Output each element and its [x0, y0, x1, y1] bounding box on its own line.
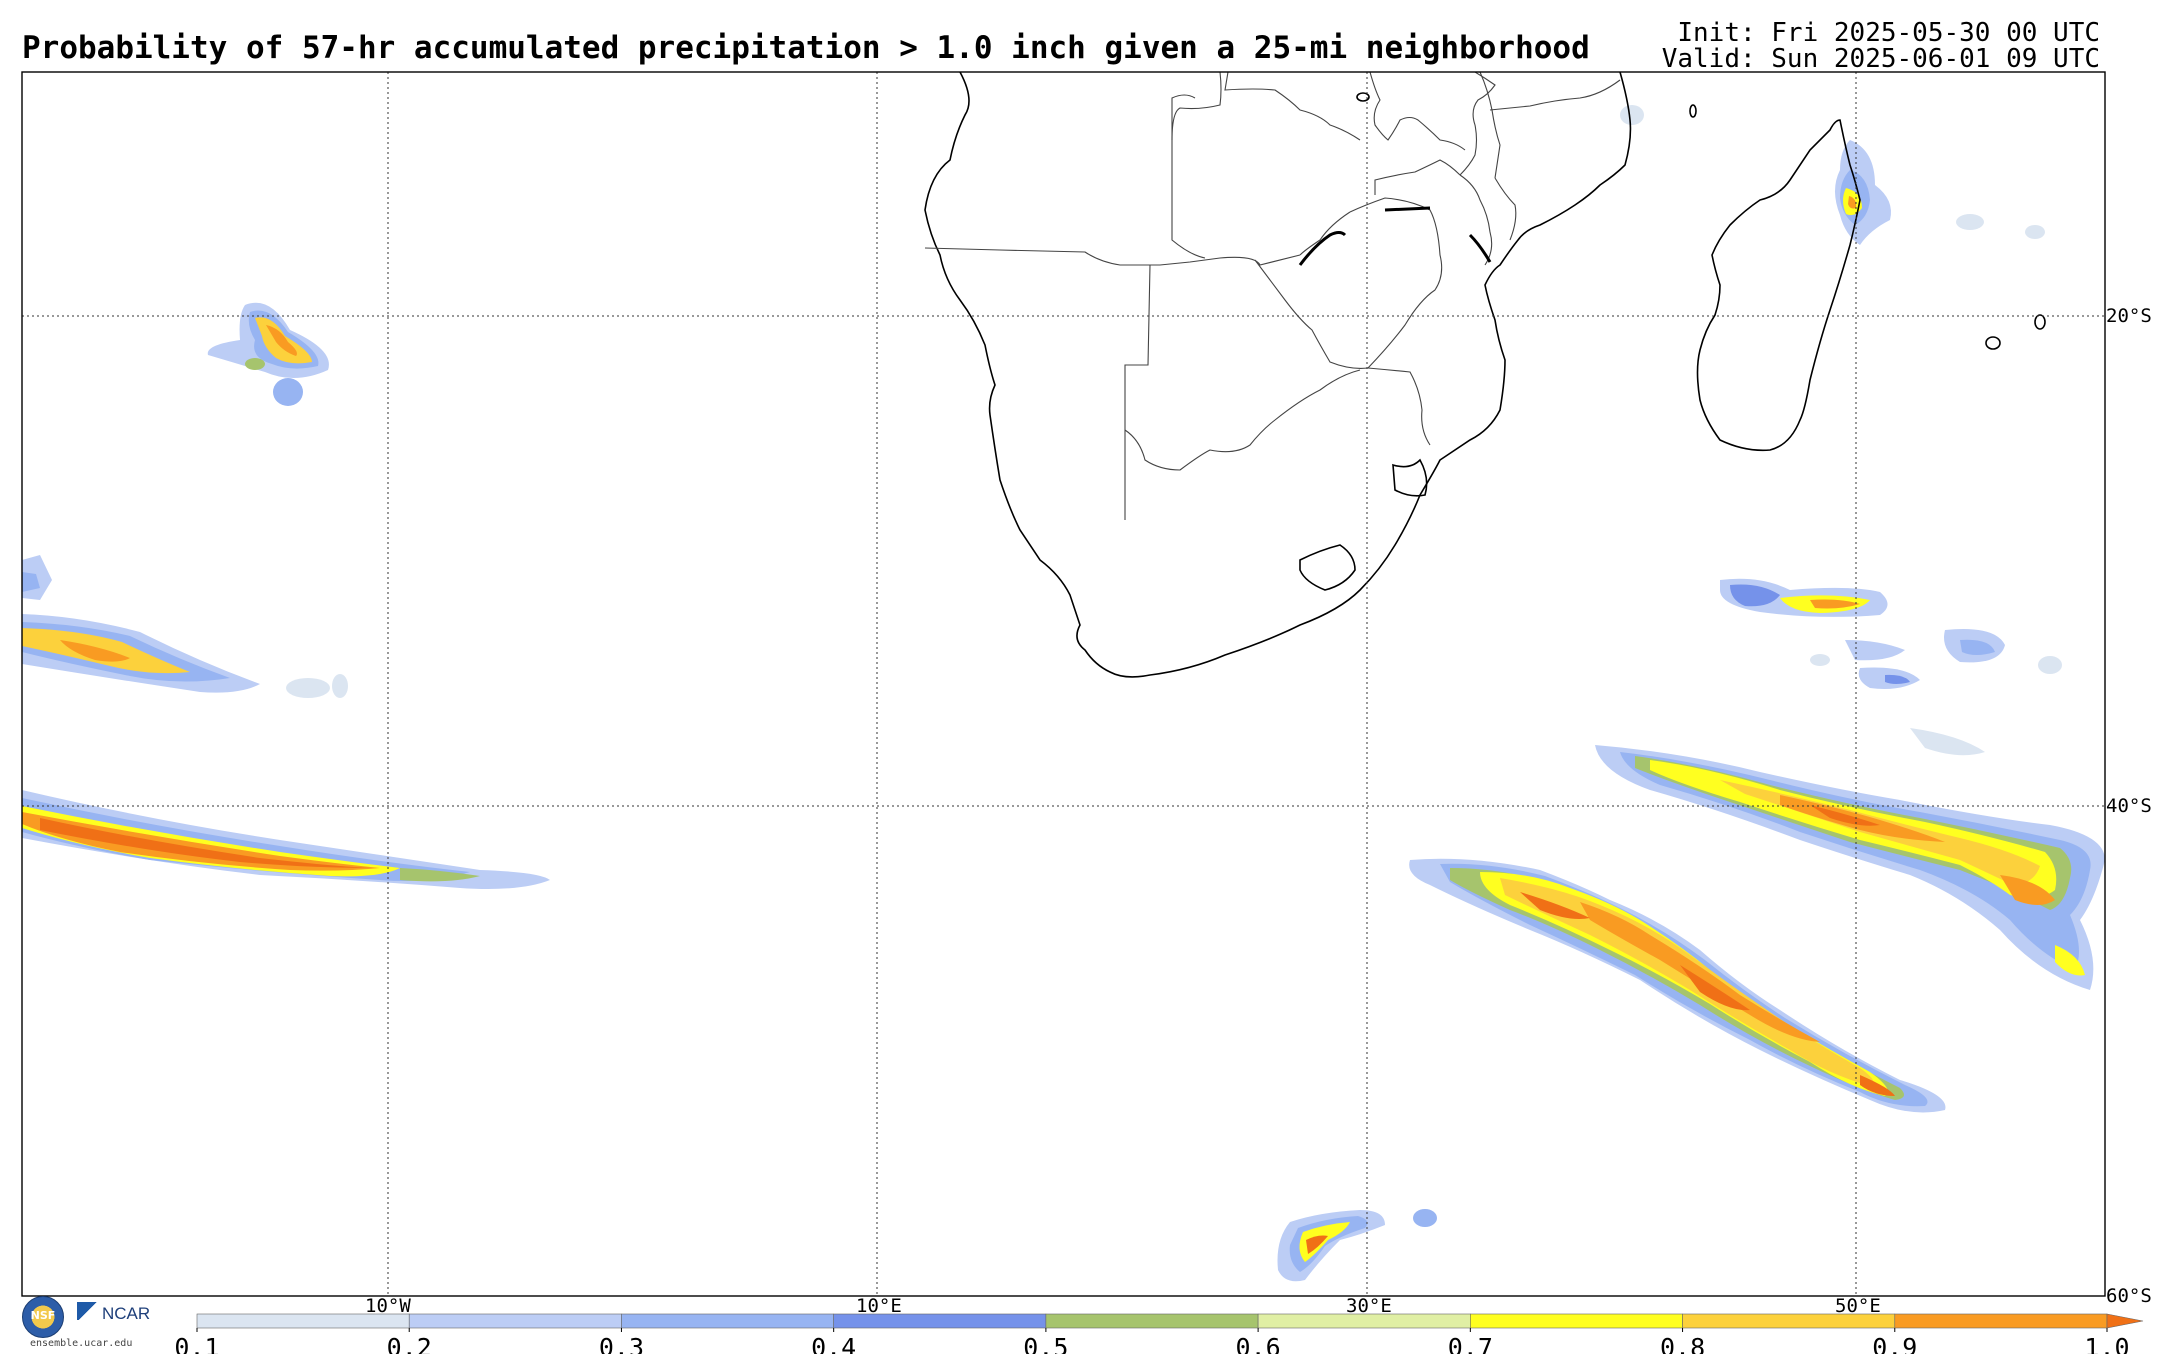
colorbar-tick-label: 0.2 [387, 1333, 432, 1354]
colorbar-swatch [196, 1313, 410, 1329]
colorbar-swatch [1682, 1313, 1896, 1329]
precip-band-west-30s [22, 555, 348, 698]
ncar-logo: NCAR [102, 1304, 151, 1323]
colorbar-tick-label: 0.1 [174, 1333, 219, 1354]
precip-probability-field [22, 105, 2105, 1282]
colorbar-swatch [1894, 1313, 2108, 1329]
precip-band-west-40s [22, 790, 550, 889]
colorbar-tick-label: 0.7 [1448, 1333, 1493, 1354]
colorbar-tick-label: 0.6 [1236, 1333, 1281, 1354]
colorbar-extend-arrow [2106, 1313, 2144, 1329]
colorbar-tick-label: 0.3 [599, 1333, 644, 1354]
lon-label-50e: 50°E [1835, 1295, 1881, 1317]
lakes [1298, 206, 1492, 266]
precip-cell-madagascar [1620, 105, 2045, 245]
logos: NSF NCAR ensemble.ucar.edu [22, 1294, 162, 1352]
lat-label-40s: 40°S [2106, 795, 2152, 817]
colorbar-tick-label: 0.9 [1872, 1333, 1917, 1354]
precip-cell-far-south [1277, 1209, 1437, 1282]
country-borders [924, 72, 1621, 520]
precip-cell-northwest [207, 302, 329, 406]
axis-labels: 20°S 40°S 60°S 10°W 10°E 30°E 50°E [365, 305, 2152, 1317]
map-frame [21, 71, 2106, 1297]
colorbar-tick-label: 0.5 [1023, 1333, 1068, 1354]
precip-band-southeast-lower [1409, 858, 1946, 1113]
lon-label-10w: 10°W [365, 1295, 411, 1317]
map-title: Probability of 57-hr accumulated precipi… [22, 30, 1590, 66]
valid-time: Valid: Sun 2025-06-01 09 UTC [1661, 44, 2100, 74]
colorbar: 0.1 0.2 0.3 0.4 0.5 0.6 0.7 0.8 0.9 1.0 [174, 1313, 2144, 1354]
coastlines [924, 72, 2046, 678]
lat-label-60s: 60°S [2106, 1285, 2152, 1307]
colorbar-swatch [1045, 1313, 1259, 1329]
lon-label-30e: 30°E [1346, 1295, 1392, 1317]
colorbar-swatch [408, 1313, 622, 1329]
ncar-mark-icon [77, 1302, 99, 1320]
colorbar-swatch [1257, 1313, 1471, 1329]
init-time: Init: Fri 2025-05-30 00 UTC [1677, 18, 2100, 48]
colorbar-swatch [1470, 1313, 1683, 1329]
colorbar-swatch [833, 1313, 1047, 1329]
lat-label-20s: 20°S [2106, 305, 2152, 327]
colorbar-tick-label: 0.8 [1660, 1333, 1705, 1354]
lon-label-10e: 10°E [856, 1295, 902, 1317]
site-url: ensemble.ucar.edu [30, 1338, 133, 1349]
colorbar-swatch [621, 1313, 834, 1329]
nsf-logo: NSF [22, 1296, 64, 1338]
time-info: Init: Fri 2025-05-30 00 UTC Valid: Sun 20… [1662, 20, 2100, 72]
graticule [22, 72, 2105, 1296]
colorbar-tick-label: 0.4 [811, 1333, 856, 1354]
precip-cells-south-indian-30s [1720, 578, 2062, 756]
colorbar-tick-label: 1.0 [2084, 1333, 2129, 1354]
